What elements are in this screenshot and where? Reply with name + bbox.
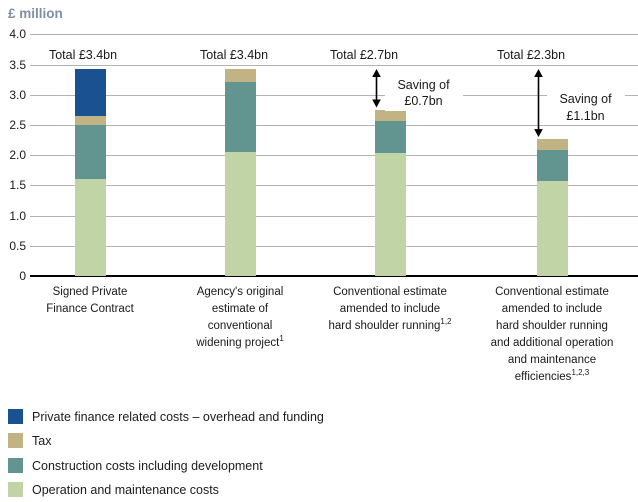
category-label-line: Signed Private [52,286,128,298]
category-label-line: widening project1 [196,334,284,349]
y-tick-label: 4.0 [9,27,26,42]
legend-swatch [8,433,23,449]
category-label-line: Finance Contract [46,303,134,315]
bar-segment [74,115,106,125]
gridline [30,245,638,247]
saving-annotation-line: Saving of [397,77,450,92]
bar-segment [224,81,256,152]
y-tick-label: 1.5 [9,178,26,193]
total-label: Total £3.4bn [199,48,269,62]
saving-annotation-line: £0.7bn [404,94,443,109]
category-label-line: Conventional estimate [333,286,447,298]
x-axis-line [30,275,638,277]
category-label: Conventional estimate amended to include h… [464,284,638,386]
category-label-line: Agency's original [196,286,284,298]
footnote-superscript: 1,2 [440,317,452,327]
gridline [30,94,638,96]
category-label-line: amended to include [501,303,603,315]
saving-arrow-icon [371,69,382,108]
legend-swatch [8,457,23,473]
total-label: Total £3.4bn [48,48,118,62]
gridline [30,34,638,36]
bar-segment [74,179,106,276]
total-label: Total £2.7bn [329,48,399,62]
gridline [30,185,638,187]
y-tick-label: 1.0 [9,208,26,223]
category-label-line: efficiencies1,2,3 [514,368,590,383]
gridline [30,125,638,126]
gridline [30,215,638,217]
legend-label: Operation and maintenance costs [32,483,219,498]
saving-annotation: Saving of £0.7bn [384,75,463,111]
saving-annotation: Saving of £1.1bn [546,90,625,126]
y-tick-label: 3.5 [9,57,26,72]
category-label-line: and maintenance [507,354,597,366]
y-tick-label: 0 [19,269,26,283]
category-label-line: hard shoulder running [496,320,608,332]
bar-segment [74,125,106,180]
legend-swatch [8,409,23,424]
bar-segment [536,180,568,276]
y-tick-label: 0.5 [9,238,26,253]
bar-segment [224,151,256,276]
gridline [30,64,638,66]
bar-segment [374,120,406,153]
footnote-superscript: 1,2,3 [571,368,590,378]
saving-annotation-line: £1.1bn [566,108,605,123]
category-label-line: conventional [207,320,273,332]
total-label: Total £2.3bn [496,48,566,62]
legend-label: Private finance related costs – overhead… [32,410,324,424]
y-tick-label: 2.5 [9,118,26,132]
bar-segment [74,69,106,116]
gridline [30,155,638,157]
bar-segment [374,152,406,276]
category-label-line: and additional operation [490,337,614,349]
category-label-line: hard shoulder running1,2 [328,317,452,332]
bar-segment [536,150,568,181]
category-label: Conventional estimate amended to include h… [309,284,471,335]
category-label-line: amended to include [339,303,441,315]
y-tick-label: 2.0 [9,148,26,163]
bar-segment [536,139,568,151]
legend-label: Tax [32,434,52,449]
bar-segment [224,69,256,82]
category-label: Agency's original estimate of conventional… [165,284,315,352]
category-label-line: Conventional estimate [495,286,609,298]
chart-title: £ million [8,6,63,21]
category-label-line: estimate of [211,303,269,315]
category-label: Signed Private Finance Contract [15,284,165,318]
saving-annotation-line: Saving of [559,92,612,107]
saving-arrow-icon [533,69,544,138]
y-tick-label: 3.0 [9,87,26,102]
legend-label: Construction costs including development [32,458,263,473]
legend-swatch [8,482,23,498]
footnote-superscript: 1 [279,334,284,344]
bar-segment [374,109,406,121]
